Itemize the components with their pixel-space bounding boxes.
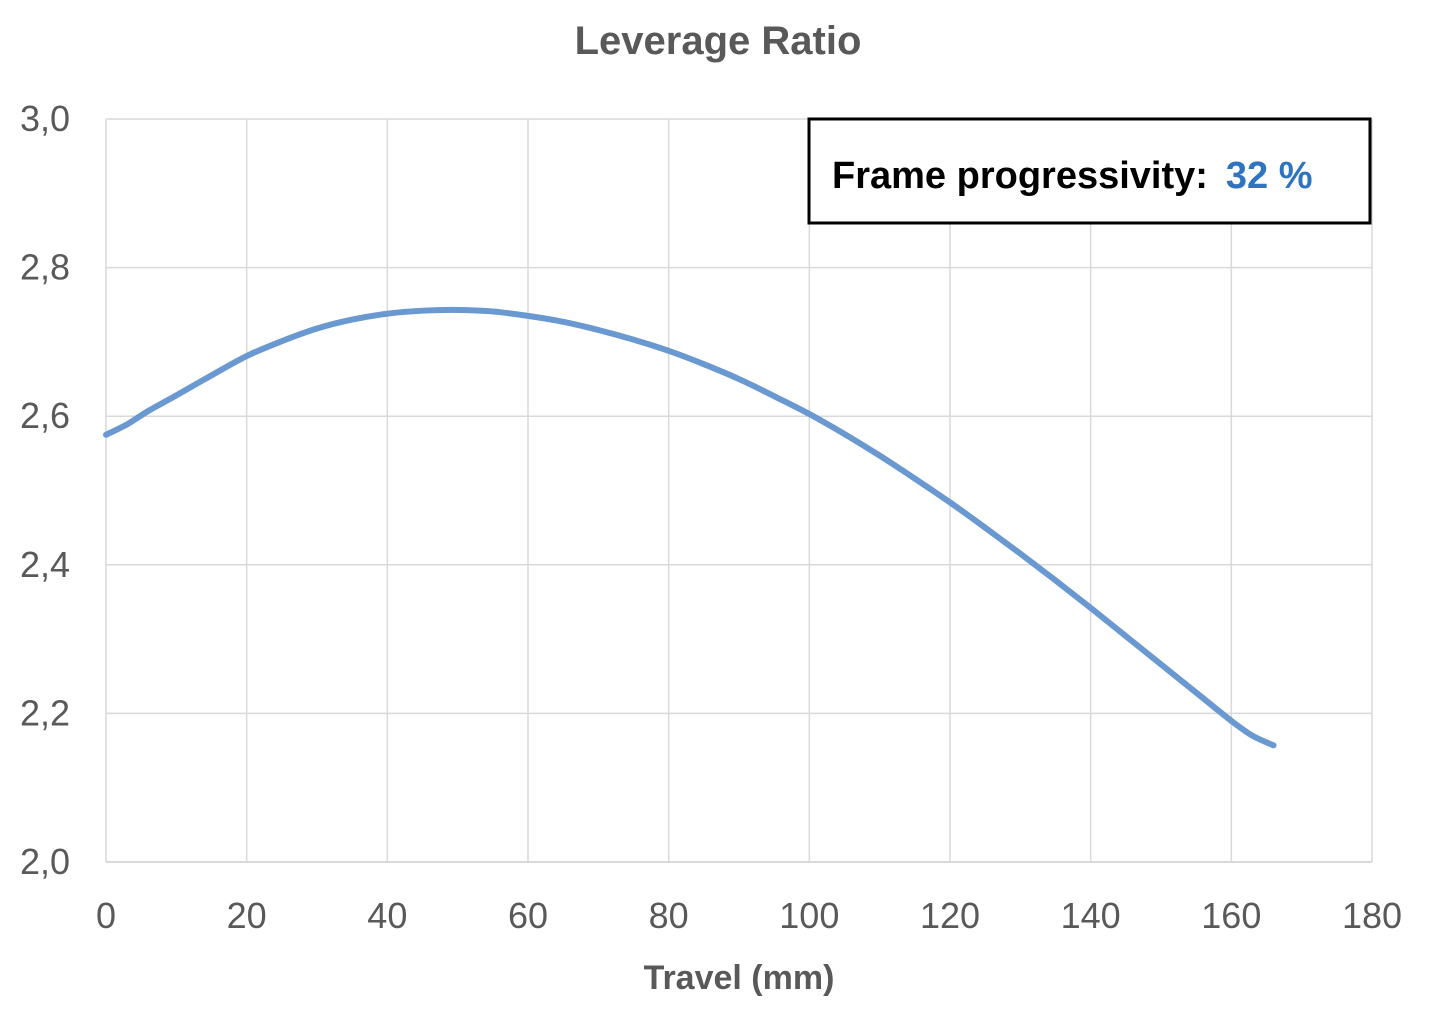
y-tick-label: 3,0	[20, 98, 70, 139]
y-axis-tick-labels: 2,0 2,2 2,4 2,6 2,8 3,0	[20, 98, 70, 882]
x-tick-label: 100	[779, 895, 839, 936]
y-tick-label: 2,6	[20, 395, 70, 436]
annotation-text: Frame progressivity: 32 %	[832, 155, 1313, 197]
x-tick-label: 120	[920, 895, 980, 936]
x-tick-label: 60	[508, 895, 548, 936]
x-tick-label: 20	[227, 895, 267, 936]
annotation-label: Frame progressivity:	[832, 155, 1208, 197]
annotation-value: 32 %	[1226, 155, 1313, 197]
x-tick-label: 80	[649, 895, 689, 936]
series-line-0	[103, 306, 1277, 749]
x-tick-label: 140	[1061, 895, 1121, 936]
x-axis-title: Travel (mm)	[644, 959, 835, 997]
y-tick-label: 2,0	[20, 841, 70, 882]
y-tick-label: 2,4	[20, 544, 70, 585]
y-tick-label: 2,8	[20, 247, 70, 288]
x-tick-label: 160	[1201, 895, 1261, 936]
chart-title: Leverage Ratio	[575, 19, 862, 63]
x-tick-label: 40	[367, 895, 407, 936]
y-tick-label: 2,2	[20, 692, 70, 733]
series-layer	[103, 306, 1277, 749]
x-tick-label: 0	[96, 895, 116, 936]
annotation-frame	[807, 117, 1372, 225]
progressivity-annotation: Frame progressivity: 32 %	[807, 117, 1372, 225]
x-axis-tick-labels: 0 20 40 60 80 100 120 140 160 180	[96, 895, 1402, 936]
x-tick-label: 180	[1342, 895, 1402, 936]
grid-lines	[105, 118, 1373, 863]
